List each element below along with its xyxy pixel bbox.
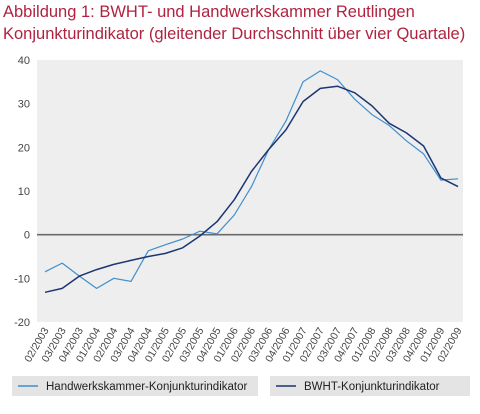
series-2-point [319,87,321,89]
series-line-2 [44,85,459,294]
series-2-point [164,252,166,254]
series-2-point [44,291,46,293]
legend-label: Handwerkskammer-Konjunkturindikator [46,381,247,393]
series-1-point [113,277,115,279]
series-1-point [405,140,407,142]
series-2-point [199,235,201,237]
series-1-point [216,233,218,235]
series-2-point [147,255,149,257]
series-1-point [233,214,235,216]
series-2-point [216,220,218,222]
series-1-point [336,78,338,80]
y-tick-label: 20 [18,142,30,154]
series-2-point [388,122,390,124]
legend-item-bg [12,376,258,396]
series-2-point [422,145,424,147]
y-tick-label: -10 [14,273,30,285]
series-1-point [285,120,287,122]
chart-title: Abbildung 1: BWHT- und Handwerkskammer R… [3,3,415,21]
series-1-point [371,113,373,115]
series-2-point [405,132,407,134]
series-2-point [371,105,373,107]
series-2-point [268,148,270,150]
series-1-point [319,70,321,72]
series-2-point [233,199,235,201]
series-2-point [181,247,183,249]
series-2-point [440,177,442,179]
y-tick-label: 30 [18,99,30,111]
series-1-point [302,81,304,83]
series-1-point [130,280,132,282]
series-line-1 [44,70,459,289]
chart-subtitle: Konjunkturindikator (gleitender Durchsch… [3,25,466,43]
series-1-point [457,178,459,180]
series-1-point [147,250,149,252]
y-tick-label: 40 [18,55,30,67]
series-2-point [457,185,459,187]
series-2-point [336,85,338,87]
legend-item-bg [270,376,470,396]
series-2-point [78,275,80,277]
series-1-point [181,238,183,240]
series-2-point [130,259,132,261]
legend-label: BWHT-Konjunkturindikator [304,381,440,393]
series-1-point [388,124,390,126]
series-2-point [250,170,252,172]
y-tick-label: 10 [18,186,30,198]
series-2-point [95,268,97,270]
series-2-point [61,287,63,289]
series-1-point [164,244,166,246]
y-tick-label: 0 [24,230,30,242]
series-1-point [95,287,97,289]
series-1-point [422,153,424,155]
series-2-point [285,129,287,131]
series-2-point [113,263,115,265]
y-tick-label: -20 [14,317,30,329]
series-1-point [354,98,356,100]
series-2-point [302,100,304,102]
plot-area [37,60,463,322]
series-1-point [250,185,252,187]
series-1-point [199,230,201,232]
series-1-point [61,262,63,264]
series-2-point [354,92,356,94]
series-1-point [44,271,46,273]
series-1-point [440,179,442,181]
